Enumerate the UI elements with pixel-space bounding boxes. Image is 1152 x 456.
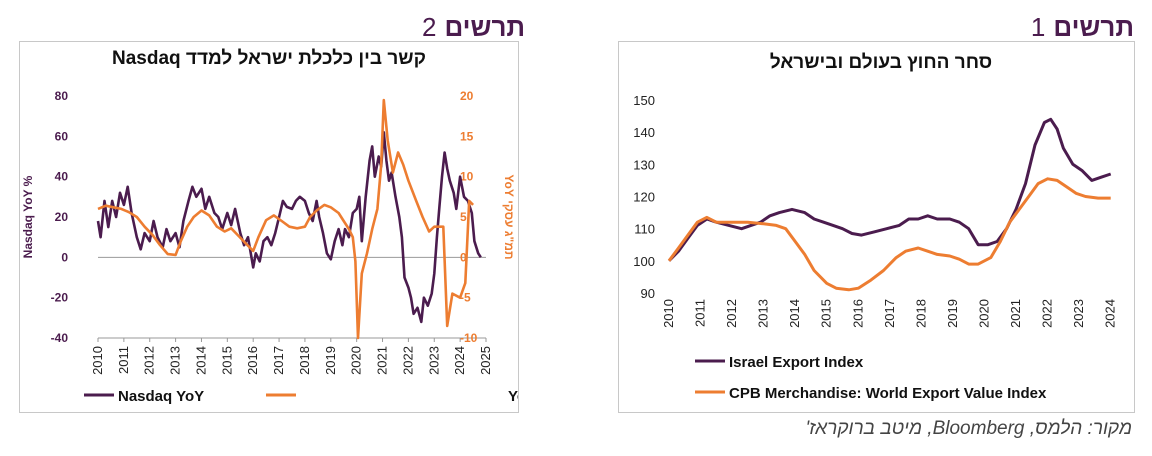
y-tick-label: 20 <box>55 210 69 224</box>
y-axis-title: Nasdaq YoY % <box>21 175 35 258</box>
x-tick-label: 2011 <box>693 299 708 327</box>
y-tick-label: 0 <box>61 250 68 264</box>
x-tick-label: 2024 <box>452 346 467 375</box>
figure-1-word: תרשים <box>1053 12 1134 42</box>
y-tick-label: -20 <box>51 291 69 305</box>
x-tick-label: 2015 <box>819 299 834 328</box>
x-tick-label: 2018 <box>913 299 928 328</box>
y2-tick-label: 20 <box>460 89 474 103</box>
x-tick-label: 2019 <box>945 299 960 328</box>
y-tick-label: 60 <box>55 129 69 143</box>
israel-gdp-line <box>97 98 475 340</box>
y-tick-label: 80 <box>55 89 69 103</box>
y-tick-label: 100 <box>633 254 655 269</box>
y-tick-label: 120 <box>633 190 655 205</box>
chart-title: סחר החוץ בעולם ובישראל <box>770 52 992 73</box>
y-tick-label: -40 <box>51 331 69 345</box>
y-tick-label: 140 <box>633 125 655 140</box>
y-tick-label: 90 <box>641 286 655 301</box>
x-tick-label: 2025 <box>478 346 493 375</box>
source-note: מקור: הלמס, Bloomberg, מיטב ברוקראז' <box>805 418 1132 439</box>
chart-title: קשר בין כלכלת ישראל למדד Nasdaq <box>112 48 426 69</box>
figure-2-word: תרשים <box>444 12 526 42</box>
figure-2-number: 2 <box>422 12 437 42</box>
y2-tick-label: 0 <box>460 250 467 264</box>
x-tick-label: 2016 <box>850 299 865 328</box>
y2-tick-label: -10 <box>460 331 478 345</box>
y2-tick-label: 10 <box>460 170 474 184</box>
legend-label-israel-export: Israel Export Index <box>729 354 864 371</box>
x-tick-label: 2010 <box>661 299 676 328</box>
x-tick-label: 2010 <box>90 346 105 375</box>
x-tick-label: 2016 <box>245 346 260 375</box>
y2-tick-label: -5 <box>460 291 471 305</box>
x-tick-label: 2015 <box>219 346 234 375</box>
y-tick-label: 150 <box>633 93 655 108</box>
world-trade-chart-panel: סחר החוץ בעולם ובישראל 90 100 110 120 130 140 1… <box>618 41 1135 413</box>
x-tick-label: 2012 <box>724 299 739 328</box>
x-tick-label: 2024 <box>1103 299 1118 328</box>
y-tick-label: 40 <box>55 170 69 184</box>
nasdaq-correlation-chart: קשר בין כלכלת ישראל למדד Nasdaq -40 -20 0 20… <box>21 48 518 405</box>
cpb-world-export-line <box>667 177 1111 292</box>
figure-1-number: 1 <box>1030 12 1046 42</box>
nasdaq-yoy-line <box>96 131 482 324</box>
x-tick-label: 2014 <box>193 346 208 375</box>
x-tick-label: 2020 <box>976 299 991 328</box>
legend-label-nasdaq: Nasdaq YoY <box>118 388 204 405</box>
legend-label-cpb-world-export: CPB Merchandise: World Export Value Inde… <box>729 385 1047 402</box>
y-tick-label: 110 <box>634 222 655 237</box>
x-tick-label: 2017 <box>882 299 897 328</box>
legend-label-israel-gdp: ישראל - תמ"ג עסקי YoY <box>508 388 518 405</box>
y2-axis-title: תמ"ג עסקי YoY <box>502 174 516 259</box>
figure-1-title: תרשים1 <box>1031 12 1134 43</box>
x-tick-label: 2023 <box>1071 299 1086 328</box>
x-tick-label: 2023 <box>426 346 441 375</box>
x-tick-label: 2017 <box>271 346 286 375</box>
y-tick-label: 130 <box>633 157 655 172</box>
x-tick-label: 2019 <box>323 346 338 375</box>
x-tick-label: 2020 <box>349 346 364 375</box>
world-trade-chart: סחר החוץ בעולם ובישראל 90 100 110 120 130 140 1… <box>633 52 1118 402</box>
x-tick-label: 2011 <box>116 346 131 374</box>
x-tick-label: 2022 <box>400 346 415 375</box>
x-tick-label: 2021 <box>375 346 390 375</box>
x-tick-label: 2021 <box>1008 299 1023 328</box>
israel-export-index-line <box>667 117 1112 262</box>
x-tick-label: 2018 <box>297 346 312 375</box>
x-tick-label: 2014 <box>787 299 802 328</box>
nasdaq-correlation-chart-panel: קשר בין כלכלת ישראל למדד Nasdaq -40 -20 0 20… <box>19 41 519 413</box>
x-tick-label: 2012 <box>142 346 157 375</box>
figure-2-title: תרשים2 <box>422 12 525 43</box>
y2-tick-label: 5 <box>460 210 467 224</box>
x-tick-label: 2022 <box>1040 299 1055 328</box>
x-tick-label: 2013 <box>756 299 771 328</box>
x-tick-label: 2013 <box>168 346 183 375</box>
y2-tick-label: 15 <box>460 129 474 143</box>
